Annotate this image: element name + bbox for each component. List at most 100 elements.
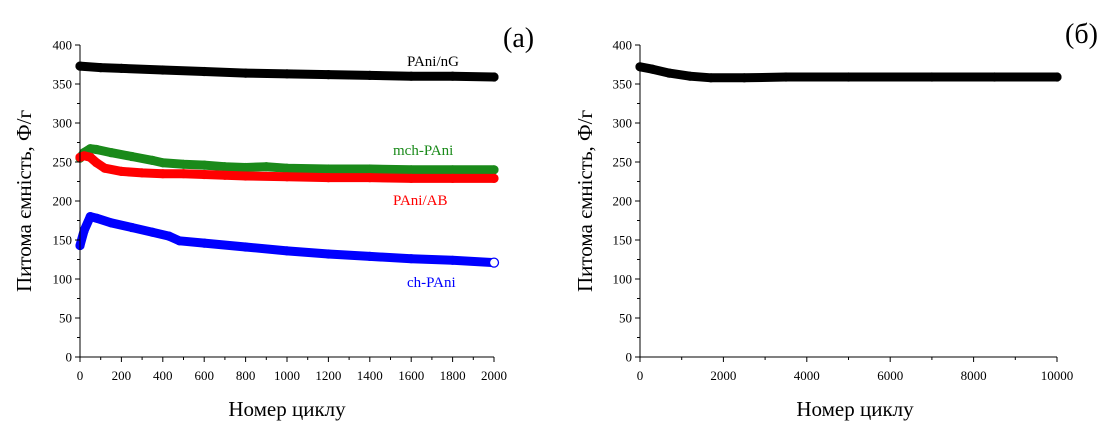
panel-b-point-series-0 — [1052, 72, 1062, 82]
panel-b-point-series-0 — [989, 72, 1000, 82]
panel-a-y-tick-label: 150 — [53, 233, 73, 248]
panel-b-ticks: 0 2000 4000 6000 8000 10000 0 50 100 150 200 250 300… — [613, 38, 1074, 384]
panel-a-point-ch-pani — [174, 236, 184, 246]
panel-a-y-title: Питома ємність, Ф/г — [12, 110, 36, 292]
panel-a-point-mch-pani — [323, 164, 333, 174]
panel-a-point-mch-pani — [158, 158, 168, 168]
panel-b-y-tick-label: 300 — [613, 116, 633, 131]
panel-a-point-pani-ng — [158, 65, 168, 75]
panel-a-point-pani-ng — [96, 63, 106, 73]
panel-a-point-pani-ab — [85, 152, 95, 162]
panel-a-point-ch-pani — [199, 238, 209, 248]
panel-a-point-pani-ab — [241, 171, 251, 181]
panel-b-x-title: Номер циклу — [796, 397, 914, 421]
panel-b-x-tick-label: 0 — [637, 368, 644, 383]
panel-a-x-tick-label: 1400 — [357, 368, 383, 383]
series-label-ch-pani: ch-PAni — [407, 275, 456, 291]
panel-b-point-series-0 — [739, 73, 749, 83]
panel-b-point-series-0 — [664, 68, 674, 78]
panel-a-point-ch-pani — [147, 227, 157, 237]
panel-b-point-series-0 — [781, 72, 791, 82]
panel-a-x-tick-label: 1800 — [440, 368, 466, 383]
panel-a-point-mch-pani — [92, 144, 102, 155]
panel-a-x-tick-label: 1600 — [398, 368, 424, 383]
panel-b-point-series-0 — [647, 64, 658, 74]
panel-a-point-pani-ab — [448, 173, 458, 183]
panel-a-y-tick-label: 200 — [53, 194, 73, 209]
panel-b-point-series-0 — [685, 71, 695, 81]
panel-a-point-pani-ab — [137, 168, 147, 178]
panel-a-point-pani-ng — [116, 63, 126, 73]
panel-a-y-tick-label: 100 — [53, 272, 73, 287]
panel-a-point-ch-pani — [406, 254, 416, 264]
panel-a-point-pani-ng — [241, 68, 251, 78]
panel-a-point-pani-ng — [323, 70, 333, 80]
panel-b-y-title: Питома ємність, Ф/г — [573, 110, 597, 292]
panel-a-x-tick-label: 400 — [153, 368, 173, 383]
panel-a-point-pani-ng — [489, 72, 499, 82]
panel-b-y-tick-label: 200 — [613, 194, 633, 209]
panel-a-point-pani-ab — [282, 172, 292, 182]
panel-a-label: (a) — [503, 23, 534, 54]
panel-a-point-ch-pani — [127, 222, 137, 233]
panel-b: (б) 0 2000 4000 6000 8000 10000 0 50 100 150 200 25… — [573, 19, 1098, 421]
panel-a-point-mch-pani — [220, 162, 230, 172]
panel-b-x-tick-label: 6000 — [877, 368, 903, 383]
panel-a-point-ch-pani — [106, 218, 116, 228]
series-label-pani-ng: PAni/nG — [407, 54, 459, 70]
series-label-mch-pani: mch-PAni — [393, 143, 453, 159]
panel-a-point-mch-pani — [147, 155, 157, 165]
panel-a-point-mch-pani — [106, 148, 116, 158]
panel-a-point-pani-ng — [199, 66, 209, 77]
panel-b-y-tick-label: 400 — [613, 38, 633, 53]
panel-a-y-tick-label: 400 — [53, 38, 73, 53]
panel-a-x-tick-label: 1000 — [274, 368, 300, 383]
panel-a-y-tick-label: 350 — [53, 77, 73, 92]
panel-a-point-ch-pani — [164, 231, 174, 241]
panel-a-series — [75, 61, 500, 268]
series-label-pani-ab: PAni/AB — [393, 193, 447, 209]
panel-b-label: (б) — [1065, 19, 1098, 50]
panel-b-x-tick-label: 8000 — [961, 368, 987, 383]
panel-a-point-mch-pani — [261, 162, 271, 172]
panel-b-series — [635, 62, 1062, 83]
panel-a-point-pani-ng — [448, 71, 458, 81]
panel-a-point-mch-pani — [178, 159, 189, 169]
panel-a-point-pani-ng — [282, 69, 292, 79]
panel-a-x-tick-label: 0 — [77, 368, 84, 383]
panel-a-point-pani-ng — [365, 70, 375, 80]
panel-a-point-mch-pani — [489, 165, 499, 175]
panel-a-point-pani-ab — [158, 169, 168, 179]
panel-b-y-tick-label: 0 — [626, 350, 633, 365]
panel-a-point-ch-pani — [92, 213, 102, 223]
panel-a-point-ch-pani — [448, 255, 458, 265]
panel-a-point-pani-ab — [178, 169, 189, 179]
panel-b-y-tick-label: 150 — [613, 233, 633, 248]
panel-a-end-marker-ch-pani — [488, 257, 500, 268]
panel-a-point-ch-pani — [282, 246, 292, 256]
panel-a-point-mch-pani — [199, 160, 209, 170]
panel-a-point-ch-pani — [79, 226, 89, 236]
panel-b-y-tick-label: 50 — [619, 311, 632, 326]
panel-a-point-ch-pani — [365, 251, 375, 261]
panel-a: (a) 0 200 400 600 800 1000 1200 1400 1600 1800 200… — [12, 23, 534, 421]
panel-b-y-tick-label: 350 — [613, 77, 633, 92]
panel-a-point-mch-pani — [127, 151, 137, 162]
panel-a-point-mch-pani — [406, 165, 416, 175]
panel-b-point-series-0 — [927, 72, 937, 82]
panel-b-x-tick-label: 10000 — [1041, 368, 1074, 383]
panel-a-point-pani-ab — [365, 173, 375, 183]
panel-a-x-tick-label: 1200 — [315, 368, 341, 383]
panel-a-x-title: Номер циклу — [228, 397, 346, 421]
panel-b-y-tick-label: 250 — [613, 155, 633, 170]
panel-a-point-pani-ab — [406, 173, 416, 183]
panel-a-x-tick-label: 800 — [236, 368, 256, 383]
panel-b-y-tick-label: 100 — [613, 272, 633, 287]
panel-a-point-mch-pani — [241, 162, 251, 173]
panel-a-point-pani-ab — [489, 173, 499, 183]
panel-a-y-tick-label: 250 — [53, 155, 73, 170]
panel-a-x-tick-label: 600 — [194, 368, 214, 383]
panel-a-y-tick-label: 50 — [59, 311, 72, 326]
panel-a-point-pani-ab — [92, 158, 102, 168]
